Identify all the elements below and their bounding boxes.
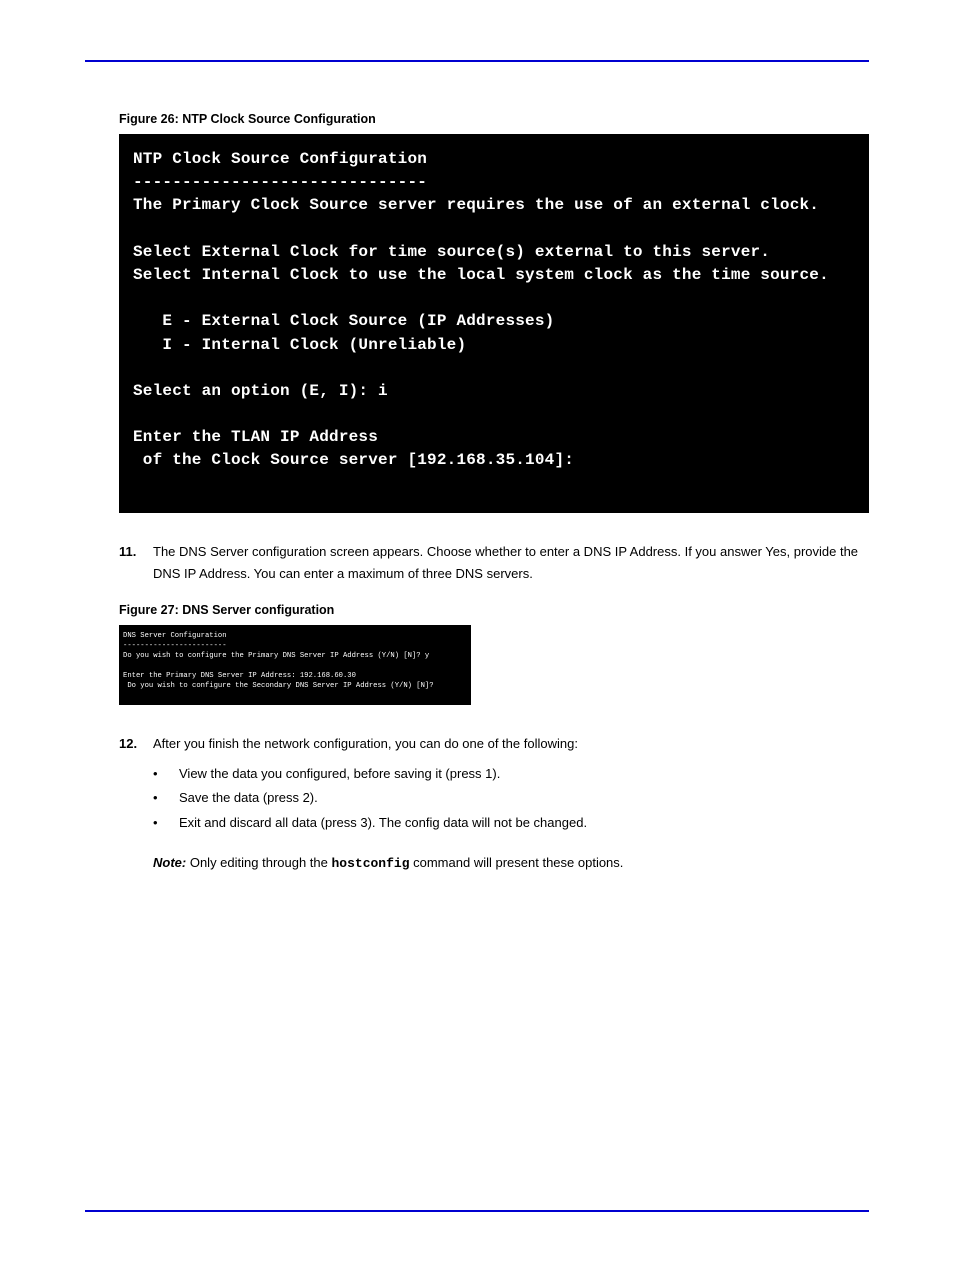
ntp-line: E - External Clock Source (IP Addresses) (133, 312, 554, 330)
document-page: Figure 26: NTP Clock Source Configuratio… (0, 0, 954, 1272)
figure-27-caption: Figure 27: DNS Server configuration (119, 603, 869, 617)
dns-terminal: DNS Server Configuration ---------------… (119, 625, 471, 705)
bullet-icon: • (153, 812, 179, 834)
ntp-line: Select Internal Clock to use the local s… (133, 266, 829, 284)
step-12-lead: After you finish the network configurati… (153, 733, 869, 755)
ntp-line: The Primary Clock Source server requires… (133, 196, 819, 214)
bullet-icon: • (153, 787, 179, 809)
top-divider (85, 60, 869, 62)
note-text-after: command will present these options. (410, 855, 624, 870)
step-11-text: The DNS Server configuration screen appe… (153, 541, 869, 585)
ntp-line: Enter the TLAN IP Address (133, 428, 378, 446)
ntp-line: NTP Clock Source Configuration (133, 150, 427, 168)
figure-26-caption: Figure 26: NTP Clock Source Configuratio… (119, 112, 869, 126)
step-12-item-3-text: Exit and discard all data (press 3). The… (179, 812, 869, 834)
ntp-terminal: NTP Clock Source Configuration ---------… (119, 134, 869, 513)
bottom-divider (85, 1210, 869, 1212)
ntp-line: Select an option (E, I): i (133, 382, 388, 400)
note-block: Note: Only editing through the hostconfi… (153, 852, 869, 875)
ntp-line: Select External Clock for time source(s)… (133, 243, 770, 261)
step-12-item-1-text: View the data you configured, before sav… (179, 763, 869, 785)
ntp-line: I - Internal Clock (Unreliable) (133, 336, 466, 354)
note-label: Note: (153, 855, 186, 870)
step-12: 12. After you finish the network configu… (119, 733, 869, 755)
step-12-item-2: • Save the data (press 2). (153, 787, 869, 809)
step-12-item-1: • View the data you configured, before s… (153, 763, 869, 785)
step-11: 11. The DNS Server configuration screen … (119, 541, 869, 585)
dns-line: ------------------------ (123, 642, 227, 650)
ntp-line: of the Clock Source server [192.168.35.1… (133, 451, 574, 469)
dns-line: DNS Server Configuration (123, 632, 227, 640)
step-12-item-3: • Exit and discard all data (press 3). T… (153, 812, 869, 834)
bullet-icon: • (153, 763, 179, 785)
note-text-before: Only editing through the (190, 855, 332, 870)
dns-line: Enter the Primary DNS Server IP Address:… (123, 672, 356, 680)
step-12-number: 12. (119, 733, 153, 755)
step-11-number: 11. (119, 541, 153, 585)
step-12-item-2-text: Save the data (press 2). (179, 787, 869, 809)
ntp-line: ------------------------------ (133, 173, 427, 191)
hostconfig-command: hostconfig (332, 856, 410, 871)
dns-line: Do you wish to configure the Primary DNS… (123, 652, 429, 660)
dns-line: Do you wish to configure the Secondary D… (123, 682, 434, 690)
